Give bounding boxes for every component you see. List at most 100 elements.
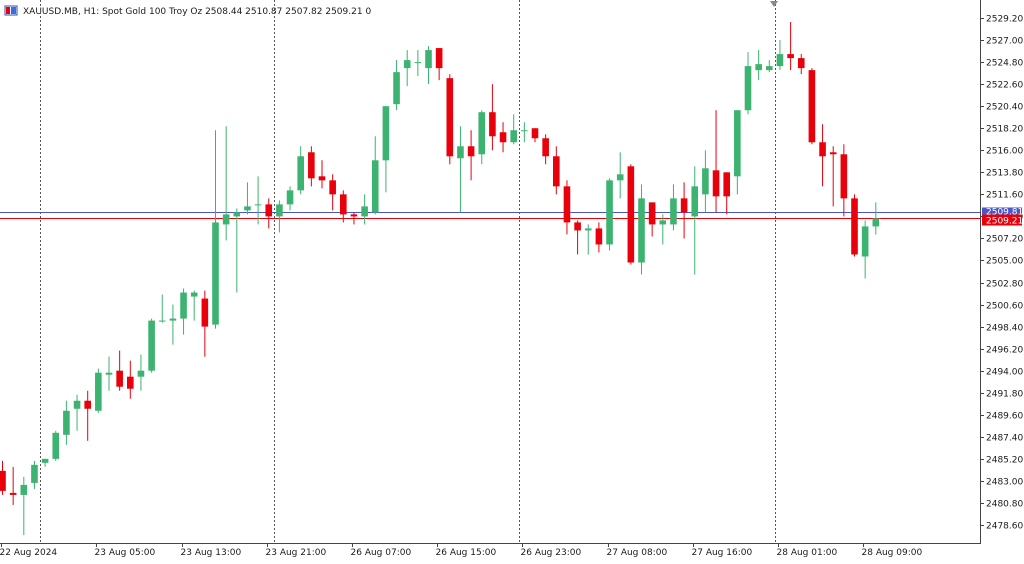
candle-body: [190, 292, 198, 297]
candle-body: [297, 156, 304, 191]
price-tick-label: 2524.80: [986, 59, 1023, 69]
candle-body: [829, 152, 837, 155]
candle-body: [52, 432, 60, 459]
candle: [201, 290, 209, 357]
header-high: 2510.87: [245, 7, 282, 17]
price-tick-label: 2491.80: [986, 390, 1023, 400]
chart-window-icon[interactable]: [4, 5, 18, 16]
time-tick-label: 22 Aug 2024: [0, 548, 57, 558]
candle: [435, 48, 443, 81]
candle: [808, 68, 816, 145]
chart-header: XAUUSD.MB, H1: Spot Gold 100 Troy Oz 250…: [4, 5, 371, 17]
candle-body: [819, 142, 826, 157]
candle: [478, 110, 486, 165]
candle: [521, 122, 528, 143]
candle-body: [169, 318, 177, 321]
price-axis[interactable]: 2529.20 2527.00 2524.80 2522.60 2520.40 2518.…: [980, 15, 1023, 532]
candle-body: [340, 194, 347, 215]
chart-shift-marker-icon[interactable]: [770, 1, 778, 7]
candle-body: [521, 130, 528, 132]
candle-body: [595, 228, 603, 245]
price-tick-label: 2505.00: [986, 257, 1023, 267]
candle-body: [361, 206, 368, 217]
candle: [744, 52, 752, 115]
candle-body: [457, 146, 464, 159]
price-lines: [0, 212, 980, 219]
candle-body: [744, 66, 752, 111]
candle: [638, 184, 645, 275]
candle: [446, 74, 454, 165]
candle: [371, 136, 379, 215]
candle-body: [371, 160, 379, 213]
candle: [670, 184, 677, 231]
candle: [148, 318, 155, 373]
bid-price-value: 2509.21: [986, 217, 1023, 227]
candle: [563, 180, 571, 235]
candle-body: [499, 132, 507, 143]
candle: [425, 46, 432, 85]
candle: [553, 146, 560, 195]
candle: [297, 146, 304, 195]
candle-body: [329, 180, 336, 195]
candle-body: [553, 156, 560, 187]
candle-body: [787, 54, 794, 59]
candle: [872, 202, 880, 235]
time-tick-label: 26 Aug 23:00: [521, 548, 582, 558]
header-open: 2508.44: [205, 7, 242, 17]
candle: [158, 294, 166, 323]
price-tick-label: 2478.60: [986, 522, 1023, 532]
time-axis[interactable]: 22 Aug 2024 23 Aug 05:00 23 Aug 13:00 23 Au…: [0, 543, 922, 558]
candle-body: [393, 72, 400, 105]
time-tick-label: 26 Aug 15:00: [436, 548, 497, 558]
day-separators: [40, 0, 776, 543]
candle: [9, 466, 17, 505]
candle-body: [648, 202, 656, 225]
candle-body: [851, 198, 858, 255]
candle: [616, 152, 624, 199]
candle-body: [127, 376, 134, 389]
candle: [361, 194, 368, 225]
price-tick-label: 2511.60: [986, 191, 1023, 201]
candle: [712, 110, 720, 213]
candle: [819, 124, 826, 187]
candle: [574, 220, 581, 255]
candle: [755, 50, 762, 81]
candle: [829, 146, 837, 207]
candle-body: [702, 168, 709, 195]
candle-body: [489, 112, 496, 137]
candle: [403, 50, 411, 87]
time-tick-label: 28 Aug 01:00: [777, 548, 838, 558]
candle: [63, 400, 70, 445]
candle-body: [659, 220, 667, 225]
candle-body: [148, 320, 155, 371]
candle: [659, 214, 667, 245]
candle: [595, 222, 603, 253]
candle-body: [872, 218, 880, 227]
candle: [797, 54, 805, 75]
candle: [73, 394, 81, 431]
candle: [702, 150, 709, 213]
candle-body: [318, 176, 326, 181]
candle: [382, 106, 390, 193]
candle: [531, 128, 539, 143]
price-tick-label: 2527.00: [986, 37, 1023, 47]
candle: [851, 194, 858, 257]
candle: [265, 198, 273, 229]
price-tick-label: 2516.00: [986, 147, 1023, 157]
candle-body: [0, 470, 6, 491]
candle: [414, 50, 422, 77]
candle-body: [382, 106, 390, 161]
candle-body: [616, 174, 624, 181]
candle: [489, 84, 496, 151]
candle-body: [9, 492, 17, 495]
price-tick-label: 2498.40: [986, 324, 1023, 334]
candle: [734, 110, 741, 195]
candle-body: [41, 458, 49, 463]
price-tick-label: 2496.20: [986, 346, 1023, 356]
candle-body: [542, 138, 549, 157]
candle: [340, 190, 347, 223]
candle-body: [286, 190, 294, 205]
candle: [286, 186, 294, 211]
